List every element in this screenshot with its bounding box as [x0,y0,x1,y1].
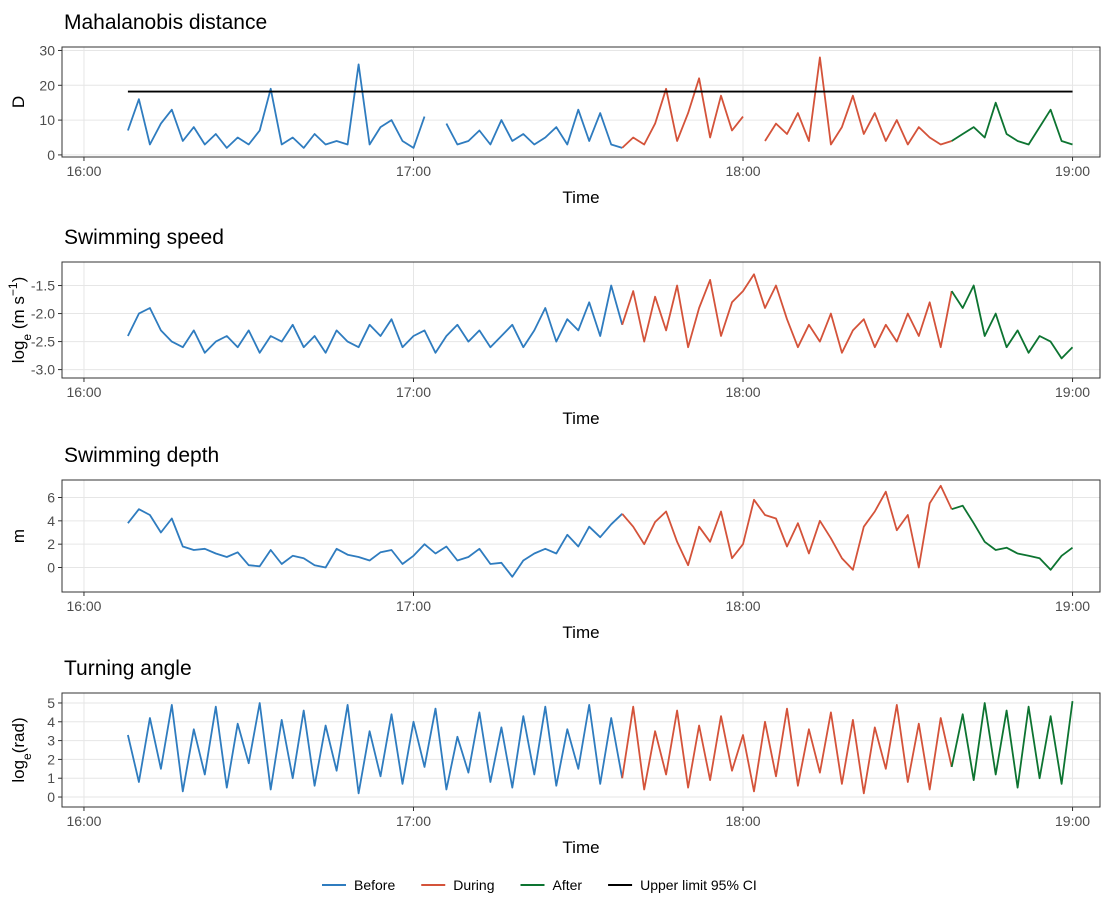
x-axis-label: Time [562,409,599,428]
y-axis-label-part: log [9,341,28,364]
series-line [950,700,1074,789]
series-line [951,504,1074,571]
x-tick-label: 16:00 [66,813,101,829]
series-line [621,56,952,149]
series-line [127,63,623,149]
y-axis-label-part: (m s [9,296,28,334]
y-tick-label: 0 [47,560,55,576]
series-line [621,273,953,354]
y-tick-label: -3.0 [31,362,55,378]
plot-background [62,480,1100,592]
series-line [950,284,1074,360]
plot-border [61,692,1101,808]
panel-title: Swimming depth [64,444,219,467]
series-line [127,702,624,795]
x-tick-label: 19:00 [1055,598,1090,614]
x-axis-label: Time [562,838,599,857]
y-tick-label: 0 [47,147,55,163]
y-tick-label: 4 [47,513,55,529]
x-axis-label: Time [562,188,599,207]
legend: Before During After Upper limit 95% CI [322,877,757,893]
legend-label: After [553,877,583,893]
series-line [951,101,1073,146]
x-tick-label: 18:00 [725,163,760,179]
x-tick-label: 18:00 [725,598,760,614]
y-tick-label: 2 [47,751,55,767]
legend-label: Upper limit 95% CI [640,877,757,893]
legend-label: During [453,877,494,893]
y-tick-label: 3 [47,733,55,749]
x-axis-label: Time [562,623,599,642]
y-tick-label: -2.0 [31,306,55,322]
y-axis-label-part: ) [9,277,28,283]
x-tick-label: 16:00 [66,384,101,400]
panel: Swimming depth 0 2 4 6 16:00 17:00 18:00 19:00 Ti… [9,444,1101,642]
y-tick-label: 5 [47,695,55,711]
series-line [127,284,624,354]
y-tick-label: 2 [47,536,55,552]
panel-title: Turning angle [64,657,192,680]
panel: Swimming speed -1.5 -2.0 -2.5 -3.0 16:00 17:00… [6,226,1101,428]
y-axis-label: D [9,96,28,108]
x-tick-label: 17:00 [396,598,431,614]
x-tick-label: 19:00 [1055,813,1090,829]
y-tick-label: -1.5 [31,278,55,294]
x-tick-label: 18:00 [725,813,760,829]
legend-label: Before [354,877,395,893]
plot-background [62,262,1100,378]
panel-title: Swimming speed [64,226,224,249]
y-tick-label: 6 [47,490,55,506]
plot-border [61,261,1101,379]
y-axis-label-part: e [20,753,34,760]
x-tick-label: 17:00 [396,384,431,400]
y-tick-label: 0 [47,789,55,805]
y-tick-label: 10 [39,112,55,128]
series-line [127,508,623,578]
y-tick-label: -2.5 [31,334,55,350]
panel-title: Mahalanobis distance [64,11,267,34]
y-axis-label-part: log [9,760,28,783]
y-axis-label-part: e [20,334,34,341]
x-tick-label: 16:00 [66,163,101,179]
y-axis-label-part: m [9,529,28,543]
plot-border [61,46,1101,158]
x-tick-label: 18:00 [725,384,760,400]
y-axis-label: loge(rad) [9,717,34,782]
x-tick-label: 16:00 [66,598,101,614]
plot-border [61,479,1101,593]
y-axis-label: loge (m s−1) [6,277,34,364]
y-tick-label: 4 [47,714,55,730]
series-line [621,704,953,795]
x-tick-label: 17:00 [396,813,431,829]
y-axis-label-part: −1 [6,282,20,296]
y-tick-label: 1 [47,770,55,786]
y-axis-label-part: D [9,96,28,108]
y-axis-label: m [9,529,28,543]
x-tick-label: 19:00 [1055,163,1090,179]
y-tick-label: 30 [39,42,55,58]
plot-background [62,47,1100,157]
series-line [621,484,953,571]
x-tick-label: 19:00 [1055,384,1090,400]
x-tick-label: 17:00 [396,163,431,179]
y-tick-label: 20 [39,77,55,93]
panel: Mahalanobis distance 0 10 20 30 16:00 17:00 18:… [9,11,1101,207]
panel: Turning angle 0 1 2 3 4 5 16:00 17:00 18:00 19:00 T… [9,657,1101,857]
y-axis-label-part: (rad) [9,717,28,753]
